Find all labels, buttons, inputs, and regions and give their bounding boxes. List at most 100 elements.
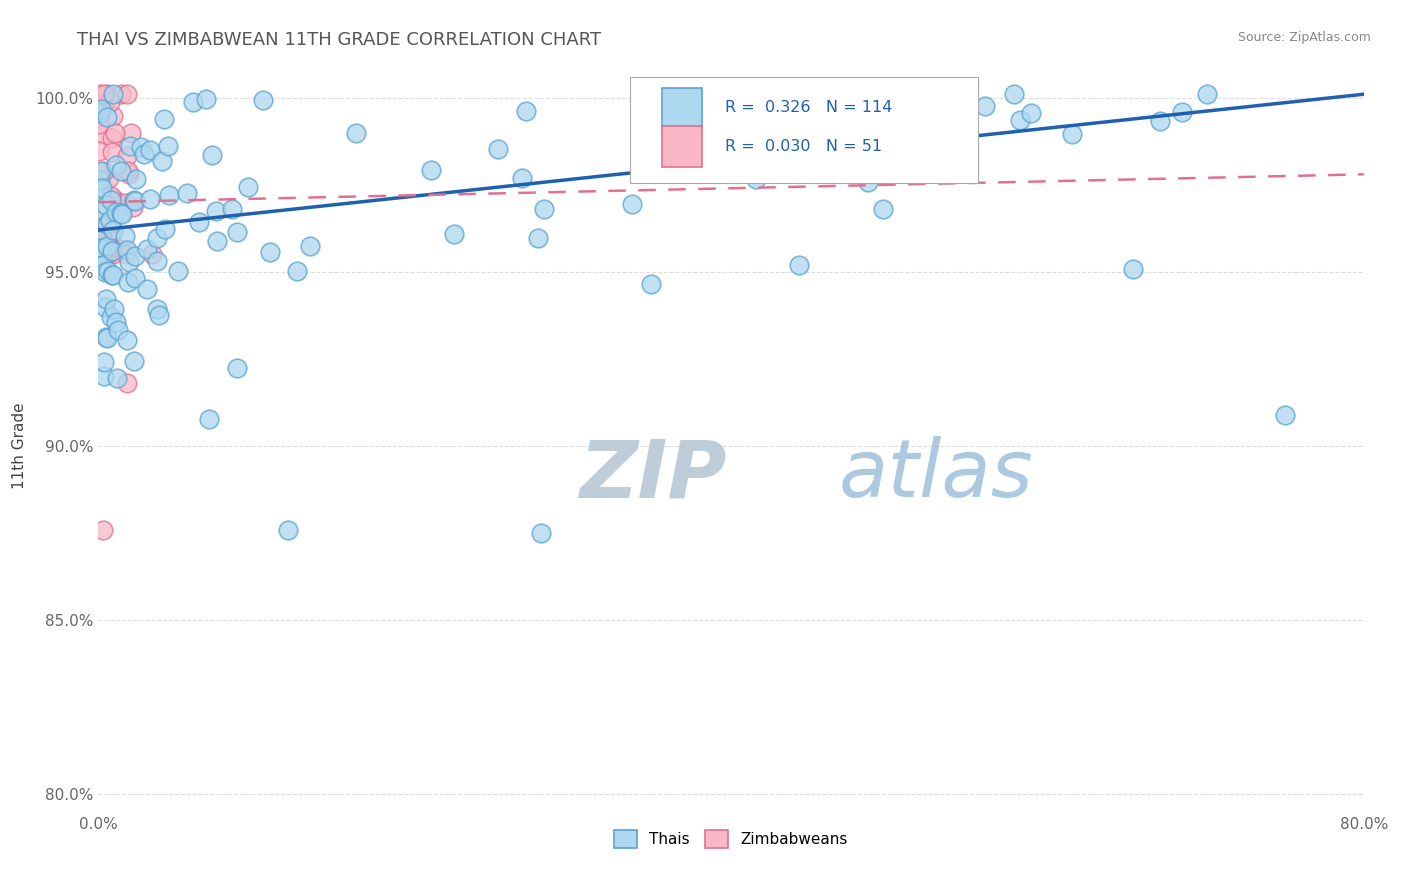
Point xyxy=(974,99,997,113)
Point xyxy=(1274,408,1296,422)
Point xyxy=(277,523,299,537)
Point xyxy=(90,166,112,180)
Point xyxy=(93,87,115,102)
Point xyxy=(117,334,139,348)
Point xyxy=(1002,87,1025,102)
Point xyxy=(104,315,127,329)
Point xyxy=(97,239,120,253)
Point xyxy=(167,264,190,278)
Point xyxy=(89,185,111,199)
Point xyxy=(96,247,118,261)
Point xyxy=(117,275,139,289)
Point xyxy=(101,268,124,282)
Point xyxy=(97,216,120,230)
Point xyxy=(157,188,180,202)
Point xyxy=(139,143,162,157)
Point xyxy=(207,234,229,248)
Point xyxy=(93,163,115,178)
Text: Source: ZipAtlas.com: Source: ZipAtlas.com xyxy=(1237,31,1371,45)
Point xyxy=(118,138,141,153)
Point xyxy=(97,170,120,185)
Point xyxy=(100,193,122,207)
Point xyxy=(91,127,114,141)
Point xyxy=(1008,113,1031,128)
Point xyxy=(98,213,121,227)
Point xyxy=(100,310,122,324)
Point xyxy=(252,93,274,107)
Point xyxy=(115,247,138,261)
Point xyxy=(221,202,243,216)
Point xyxy=(139,192,162,206)
Point xyxy=(89,106,111,120)
Point xyxy=(285,264,308,278)
Point xyxy=(146,231,169,245)
Point xyxy=(90,230,112,244)
Point xyxy=(110,164,132,178)
Point xyxy=(157,139,180,153)
Point xyxy=(89,87,111,102)
Point xyxy=(730,155,752,169)
Point xyxy=(122,200,145,214)
Point xyxy=(225,360,247,375)
Point xyxy=(259,244,281,259)
Point xyxy=(198,412,221,426)
Point xyxy=(136,282,159,296)
Point xyxy=(152,112,174,127)
Point xyxy=(115,243,138,257)
Point xyxy=(419,163,441,178)
Point xyxy=(96,239,118,253)
Point xyxy=(108,242,131,256)
Point xyxy=(201,148,224,162)
Point xyxy=(117,167,139,181)
Text: atlas: atlas xyxy=(838,436,1033,515)
Point xyxy=(103,196,125,211)
Point xyxy=(101,246,124,260)
Point xyxy=(110,87,132,102)
Point xyxy=(91,258,114,272)
Point xyxy=(110,205,132,219)
Point xyxy=(124,194,146,209)
Point xyxy=(96,87,118,102)
Point xyxy=(98,95,121,109)
Point xyxy=(96,330,118,344)
Point xyxy=(745,172,768,186)
FancyBboxPatch shape xyxy=(661,127,702,167)
Point xyxy=(131,139,153,153)
Point xyxy=(486,142,509,156)
Point xyxy=(89,144,111,158)
Point xyxy=(125,172,148,186)
Point xyxy=(94,300,117,314)
Point xyxy=(155,221,177,235)
Point xyxy=(93,369,115,384)
Point xyxy=(91,258,114,272)
Y-axis label: 11th Grade: 11th Grade xyxy=(13,402,27,490)
Point xyxy=(114,196,136,211)
Point xyxy=(94,198,117,212)
Point xyxy=(188,215,211,229)
Point xyxy=(120,126,142,140)
Text: R =  0.030   N = 51: R = 0.030 N = 51 xyxy=(725,139,882,154)
Point xyxy=(689,137,711,152)
Point xyxy=(90,217,112,231)
Point xyxy=(205,204,228,219)
Point xyxy=(89,241,111,255)
Point xyxy=(226,226,249,240)
FancyBboxPatch shape xyxy=(661,87,702,128)
Point xyxy=(152,154,174,169)
Point xyxy=(176,186,198,200)
Point xyxy=(89,215,111,229)
Point xyxy=(97,264,120,278)
Point xyxy=(530,526,553,541)
Point xyxy=(236,180,259,194)
Point xyxy=(1062,127,1084,141)
Point xyxy=(90,232,112,246)
Text: THAI VS ZIMBABWEAN 11TH GRADE CORRELATION CHART: THAI VS ZIMBABWEAN 11TH GRADE CORRELATIO… xyxy=(77,31,602,49)
Point xyxy=(105,242,128,256)
Point xyxy=(100,216,122,230)
Point xyxy=(101,244,124,258)
Point xyxy=(91,181,114,195)
Point xyxy=(148,309,170,323)
Point xyxy=(96,110,118,124)
Point xyxy=(90,102,112,116)
Point xyxy=(101,268,124,282)
